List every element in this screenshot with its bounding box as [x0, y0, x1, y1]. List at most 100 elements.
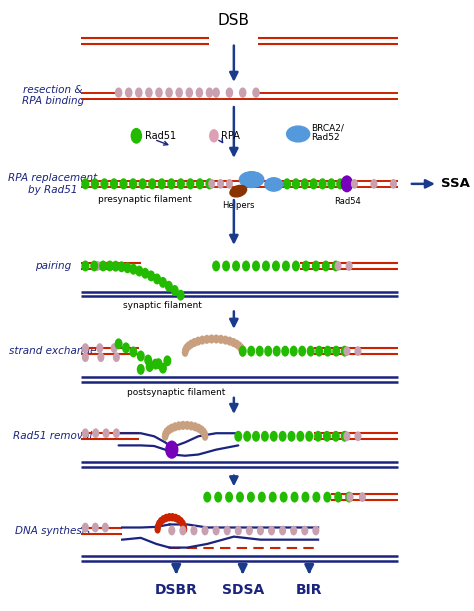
Circle shape [155, 358, 163, 369]
Circle shape [315, 346, 323, 357]
Circle shape [97, 353, 104, 362]
Circle shape [282, 260, 290, 271]
Circle shape [188, 340, 194, 349]
Circle shape [252, 260, 260, 271]
Circle shape [239, 348, 246, 357]
Circle shape [222, 335, 229, 345]
Circle shape [155, 522, 161, 531]
Circle shape [148, 178, 156, 189]
Circle shape [230, 338, 237, 347]
Circle shape [200, 427, 207, 436]
Circle shape [279, 525, 286, 535]
Circle shape [255, 346, 264, 357]
Circle shape [155, 87, 163, 98]
Text: Helpers: Helpers [222, 201, 255, 210]
Circle shape [113, 353, 120, 362]
Circle shape [262, 260, 270, 271]
Circle shape [359, 492, 366, 502]
Circle shape [264, 346, 272, 357]
Circle shape [233, 340, 240, 349]
Text: resection &
RPA binding: resection & RPA binding [22, 85, 84, 106]
Circle shape [110, 178, 118, 189]
Circle shape [175, 515, 182, 524]
Circle shape [310, 178, 318, 189]
Circle shape [160, 515, 166, 524]
Circle shape [135, 87, 143, 98]
Circle shape [227, 337, 233, 346]
Circle shape [213, 334, 219, 343]
Circle shape [212, 260, 220, 271]
Circle shape [335, 261, 342, 271]
Circle shape [147, 271, 155, 282]
Circle shape [186, 178, 194, 189]
Circle shape [153, 274, 161, 284]
Circle shape [279, 431, 287, 442]
Circle shape [165, 425, 172, 434]
Circle shape [124, 262, 131, 273]
Circle shape [270, 431, 278, 442]
Text: Rad51 removal: Rad51 removal [13, 431, 92, 441]
Circle shape [184, 421, 191, 430]
Circle shape [206, 87, 213, 98]
Circle shape [351, 179, 358, 189]
Circle shape [166, 513, 173, 522]
Circle shape [261, 431, 269, 442]
Circle shape [173, 514, 179, 522]
Circle shape [81, 178, 90, 189]
Circle shape [218, 335, 224, 344]
Circle shape [165, 87, 173, 98]
Circle shape [212, 525, 219, 535]
Circle shape [137, 351, 145, 362]
Circle shape [185, 342, 192, 351]
Circle shape [323, 492, 331, 503]
Circle shape [232, 260, 240, 271]
Circle shape [217, 179, 224, 189]
Circle shape [301, 178, 309, 189]
Circle shape [322, 260, 330, 271]
Circle shape [305, 431, 313, 442]
Text: strand exchange: strand exchange [9, 346, 97, 356]
Circle shape [292, 178, 300, 189]
Circle shape [191, 525, 198, 535]
Circle shape [164, 356, 172, 367]
Text: DNA synthesis: DNA synthesis [16, 525, 91, 536]
Circle shape [355, 431, 362, 441]
Circle shape [171, 285, 179, 296]
Circle shape [181, 522, 187, 531]
Text: SSA: SSA [441, 177, 470, 191]
Ellipse shape [287, 126, 310, 142]
Circle shape [115, 87, 122, 98]
Circle shape [92, 522, 99, 532]
Circle shape [167, 178, 175, 189]
Circle shape [195, 337, 201, 346]
Circle shape [301, 492, 310, 503]
Circle shape [257, 525, 264, 535]
Circle shape [314, 431, 322, 442]
Circle shape [82, 353, 89, 362]
Circle shape [390, 179, 397, 189]
Circle shape [82, 343, 89, 353]
Circle shape [272, 260, 280, 271]
Text: BIR: BIR [296, 584, 322, 598]
Circle shape [182, 348, 189, 357]
Circle shape [135, 266, 143, 277]
Circle shape [177, 178, 185, 189]
Circle shape [178, 517, 184, 525]
Circle shape [144, 354, 152, 365]
Circle shape [106, 261, 113, 271]
Circle shape [130, 128, 142, 144]
Circle shape [99, 260, 107, 271]
Circle shape [370, 179, 377, 189]
Circle shape [203, 492, 211, 503]
Circle shape [146, 361, 154, 372]
Text: synaptic filament: synaptic filament [124, 301, 202, 310]
Circle shape [188, 422, 195, 430]
Circle shape [238, 343, 245, 353]
Text: presynaptic filament: presynaptic filament [98, 195, 192, 204]
Circle shape [343, 346, 350, 356]
Circle shape [312, 525, 319, 535]
Text: Rad54: Rad54 [334, 197, 361, 207]
Circle shape [319, 178, 327, 189]
Circle shape [165, 281, 173, 291]
Circle shape [226, 179, 233, 189]
